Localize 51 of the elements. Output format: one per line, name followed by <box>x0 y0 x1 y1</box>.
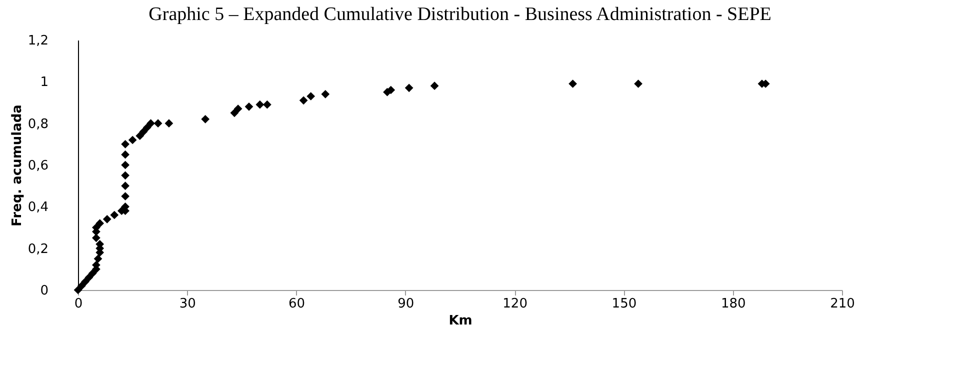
x-tick-label: 150 <box>612 296 637 312</box>
point <box>230 108 239 118</box>
point <box>94 254 102 263</box>
point <box>244 102 254 111</box>
y-axis-title: Freq. acumulada <box>10 104 25 226</box>
x-tick-label: 60 <box>288 296 306 312</box>
point <box>110 210 119 220</box>
x-tick-label: 120 <box>502 296 528 312</box>
point <box>404 84 414 92</box>
point <box>121 150 130 159</box>
point <box>306 92 316 100</box>
point <box>121 171 130 180</box>
point <box>136 132 144 140</box>
x-tick-label: 180 <box>720 296 746 312</box>
x-tick-label: 90 <box>398 296 414 312</box>
point <box>164 119 174 128</box>
point <box>121 182 130 190</box>
point <box>263 100 272 109</box>
point <box>139 127 148 136</box>
point <box>142 123 152 132</box>
point <box>128 136 137 144</box>
point <box>102 214 112 224</box>
point <box>84 273 94 282</box>
point <box>234 104 242 113</box>
y-tick-label: 0,4 <box>28 200 48 216</box>
point <box>321 90 330 98</box>
x-tick-label: 0 <box>74 296 83 312</box>
point <box>154 119 162 128</box>
point <box>256 100 264 109</box>
x-tick-label: 210 <box>830 296 855 312</box>
point <box>146 119 155 128</box>
point <box>201 114 210 124</box>
point <box>634 80 642 88</box>
y-tick-label: 1,2 <box>28 34 48 48</box>
point <box>121 192 130 200</box>
y-tick-label: 0,8 <box>28 116 48 132</box>
y-tick-label: 1 <box>40 75 48 90</box>
point <box>96 219 104 228</box>
y-tick-label: 0 <box>40 284 48 298</box>
point <box>299 96 308 105</box>
point <box>81 277 90 286</box>
x-axis-title: Km <box>448 314 472 328</box>
y-tick-label: 0,2 <box>28 242 48 257</box>
point <box>568 80 577 88</box>
x-tick-label: 30 <box>179 296 196 312</box>
chart-title: Graphic 5 – Expanded Cumulative Distribution - Business Administration - SEPE <box>148 4 772 25</box>
point <box>121 160 130 170</box>
y-tick-label: 0,6 <box>28 158 48 174</box>
point <box>92 234 100 242</box>
point <box>430 82 439 90</box>
point <box>121 140 130 148</box>
